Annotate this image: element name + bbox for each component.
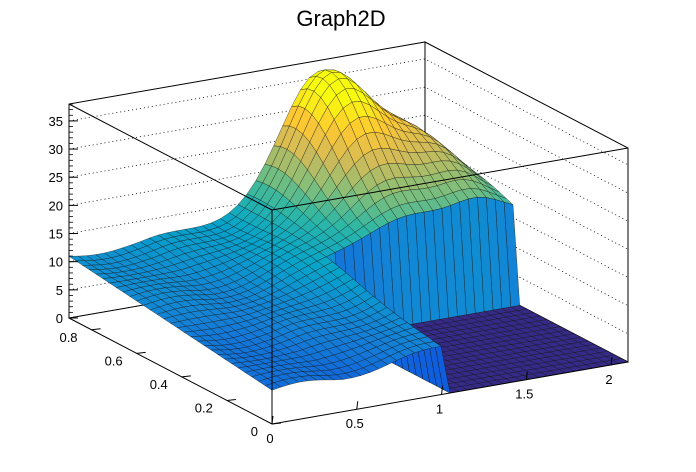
y-axis-line xyxy=(68,317,273,425)
x-tick-label: 0 xyxy=(266,431,273,446)
z-tick-label: 25 xyxy=(49,170,63,185)
y-tick-label: 0.8 xyxy=(59,330,77,345)
surface-cell xyxy=(264,382,282,391)
y-tick xyxy=(91,328,101,331)
x-tick xyxy=(271,415,274,425)
z-tick-label: 0 xyxy=(56,311,63,326)
y-tick-label: 0.2 xyxy=(195,400,213,415)
front-top-edge-x xyxy=(271,147,629,211)
front-top-edge-y xyxy=(68,103,273,211)
z-gridline xyxy=(68,171,629,278)
x-tick xyxy=(525,371,528,380)
y-tick-label: 0 xyxy=(251,424,258,439)
y-tick xyxy=(136,351,146,354)
z-tick-label: 35 xyxy=(49,114,63,129)
x-tick xyxy=(610,356,613,366)
x-tick-label: 1.5 xyxy=(515,387,533,402)
chart-title: Graph2D xyxy=(296,6,385,31)
z-gridline xyxy=(68,142,629,250)
x-axis-line xyxy=(271,361,629,425)
z-tick-label: 10 xyxy=(49,255,63,270)
x-tick-label: 2 xyxy=(605,372,612,387)
z-gridline xyxy=(68,114,629,222)
x-tick-label: 1 xyxy=(436,401,443,416)
z-gridline xyxy=(68,58,629,166)
y-tick-label: 0.4 xyxy=(150,377,168,392)
z-tick-label: 15 xyxy=(49,227,63,242)
y-tick xyxy=(271,422,282,425)
z-tick-label: 20 xyxy=(49,198,63,213)
y-tick xyxy=(226,398,236,401)
y-tick-label: 0.6 xyxy=(105,353,123,368)
surface-mesh xyxy=(68,69,629,394)
x-tick-label: 0.5 xyxy=(346,416,364,431)
z-tick-label: 5 xyxy=(56,283,63,298)
y-tick xyxy=(181,375,191,378)
z-gridline xyxy=(68,86,629,194)
x-tick xyxy=(356,401,359,410)
z-tick-label: 30 xyxy=(49,142,63,157)
front-frame xyxy=(68,103,629,424)
x-tick xyxy=(441,386,444,395)
